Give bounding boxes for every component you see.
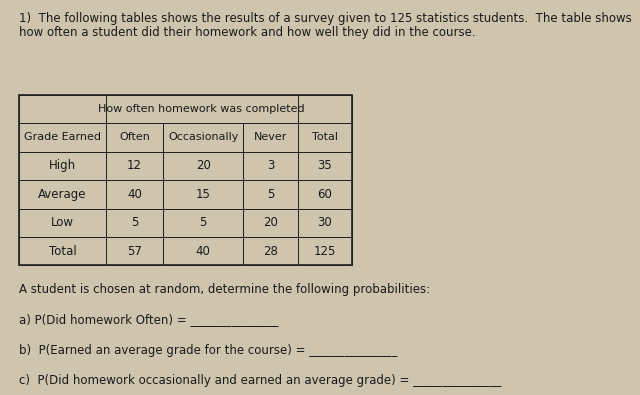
Text: 20: 20: [263, 216, 278, 229]
Text: 5: 5: [131, 216, 138, 229]
Text: How often homework was completed: How often homework was completed: [99, 104, 305, 114]
Text: b)  P(Earned an average grade for the course) = _______________: b) P(Earned an average grade for the cou…: [19, 344, 397, 357]
Bar: [106, 152, 163, 180]
Text: Total: Total: [312, 132, 338, 143]
Text: 40: 40: [196, 245, 211, 258]
Text: c)  P(Did homework occasionally and earned an average grade) = _______________: c) P(Did homework occasionally and earne…: [19, 374, 502, 387]
Text: A student is chosen at random, determine the following probabilities:: A student is chosen at random, determine…: [19, 283, 430, 296]
Text: High: High: [49, 160, 76, 172]
Text: Total: Total: [49, 245, 76, 258]
Bar: [298, 95, 352, 123]
Bar: [243, 209, 298, 237]
Text: Grade Earned: Grade Earned: [24, 132, 101, 143]
Bar: [19, 123, 106, 152]
Bar: [163, 123, 243, 152]
Text: 28: 28: [263, 245, 278, 258]
Bar: [106, 209, 163, 237]
Bar: [243, 180, 298, 209]
Bar: [19, 237, 106, 265]
Bar: [163, 180, 243, 209]
Bar: [106, 237, 163, 265]
Text: Average: Average: [38, 188, 86, 201]
Bar: [243, 152, 298, 180]
Bar: [163, 209, 243, 237]
Text: Occasionally: Occasionally: [168, 132, 238, 143]
Bar: [106, 95, 298, 123]
Text: 30: 30: [317, 216, 332, 229]
Bar: [19, 95, 106, 123]
Bar: [298, 123, 352, 152]
Text: 40: 40: [127, 188, 142, 201]
Bar: [19, 95, 352, 265]
Text: 5: 5: [267, 188, 274, 201]
Text: 57: 57: [127, 245, 142, 258]
Bar: [19, 152, 106, 180]
Text: 12: 12: [127, 160, 142, 172]
Bar: [298, 237, 352, 265]
Text: 20: 20: [196, 160, 211, 172]
Text: Often: Often: [119, 132, 150, 143]
Bar: [298, 180, 352, 209]
Text: Low: Low: [51, 216, 74, 229]
Text: how often a student did their homework and how well they did in the course.: how often a student did their homework a…: [19, 26, 476, 39]
Bar: [163, 237, 243, 265]
Text: 3: 3: [267, 160, 274, 172]
Text: 35: 35: [317, 160, 332, 172]
Text: 125: 125: [314, 245, 336, 258]
Text: 5: 5: [200, 216, 207, 229]
Bar: [243, 123, 298, 152]
Text: Never: Never: [253, 132, 287, 143]
Text: 60: 60: [317, 188, 332, 201]
Text: 15: 15: [196, 188, 211, 201]
Text: a) P(Did homework Often) = _______________: a) P(Did homework Often) = _____________…: [19, 313, 278, 326]
Bar: [298, 209, 352, 237]
Bar: [243, 237, 298, 265]
Bar: [19, 209, 106, 237]
Text: 1)  The following tables shows the results of a survey given to 125 statistics s: 1) The following tables shows the result…: [19, 12, 632, 25]
Bar: [19, 180, 106, 209]
Bar: [106, 123, 163, 152]
Bar: [106, 180, 163, 209]
Bar: [298, 152, 352, 180]
Bar: [163, 152, 243, 180]
